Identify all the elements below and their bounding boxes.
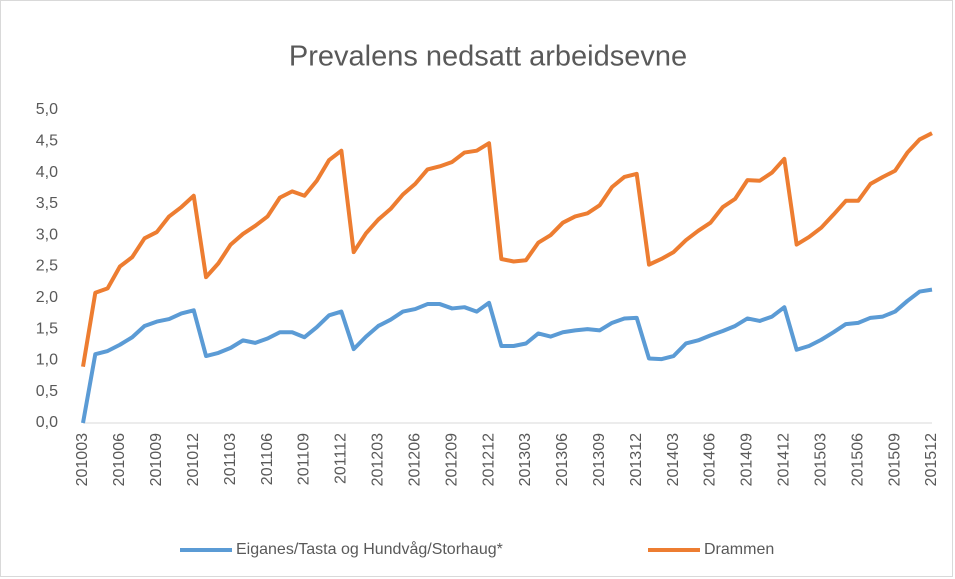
x-tick-label: 201309 — [591, 433, 608, 486]
x-tick-label: 201509 — [886, 433, 903, 486]
x-tick-label: 201212 — [480, 433, 497, 486]
x-tick-label: 201206 — [406, 433, 423, 486]
series-line — [81, 131, 933, 367]
x-tick-label: 201503 — [812, 433, 829, 486]
y-tick-label: 1,5 — [36, 320, 58, 337]
y-tick-label: 0,5 — [36, 383, 58, 400]
x-tick-label: 201303 — [517, 433, 534, 486]
x-tick-label: 201112 — [333, 433, 350, 484]
x-tick-label: 201512 — [923, 433, 940, 486]
y-tick-label: 2,0 — [36, 289, 58, 306]
y-tick-label: 2,5 — [36, 258, 58, 275]
x-tick-label: 201403 — [665, 433, 682, 486]
chart-title: Prevalens nedsatt arbeidsevne — [289, 41, 687, 73]
x-tick-label: 201312 — [628, 433, 645, 486]
x-tick-label: 201103 — [222, 433, 239, 485]
y-tick-label: 3,5 — [36, 195, 58, 212]
legend-label: Eiganes/Tasta og Hundvåg/Storhaug* — [236, 540, 503, 558]
x-tick-label: 201409 — [739, 433, 756, 486]
x-tick-label: 201209 — [443, 433, 460, 486]
y-tick-label: 1,0 — [36, 352, 58, 369]
series-line — [81, 287, 933, 424]
legend-label: Drammen — [704, 541, 774, 558]
x-tick-label: 201003 — [74, 433, 91, 486]
x-tick-label: 201412 — [776, 433, 793, 486]
y-tick-label: 4,0 — [36, 164, 58, 181]
x-tick-label: 201109 — [296, 433, 313, 485]
y-tick-label: 0,0 — [36, 414, 58, 431]
x-tick-label: 201012 — [185, 433, 202, 486]
y-tick-label: 5,0 — [36, 101, 58, 118]
x-tick-label: 201306 — [554, 433, 571, 486]
x-tick-label: 201406 — [702, 433, 719, 486]
x-tick-label: 201506 — [849, 433, 866, 486]
x-tick-label: 201106 — [259, 433, 276, 485]
x-tick-label: 201006 — [111, 433, 128, 486]
x-tick-label: 201009 — [148, 433, 165, 486]
y-tick-label: 3,0 — [36, 226, 58, 243]
y-tick-label: 4,5 — [36, 133, 58, 150]
x-tick-label: 201203 — [370, 433, 387, 486]
